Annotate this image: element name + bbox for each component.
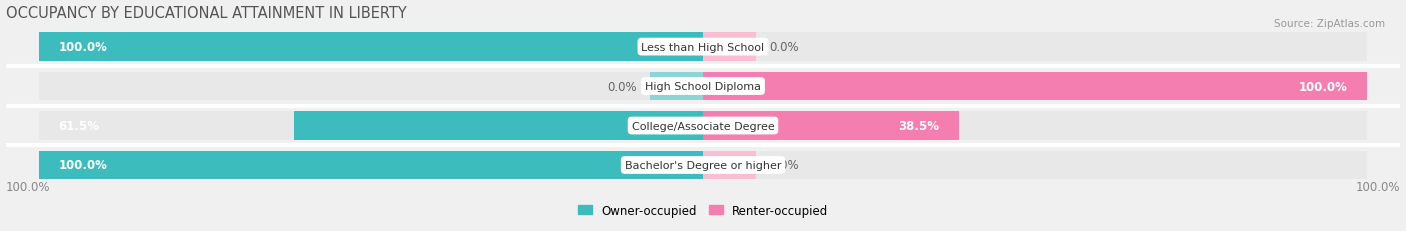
Text: 0.0%: 0.0% [769,159,799,172]
Text: High School Diploma: High School Diploma [645,82,761,92]
Bar [703,33,756,61]
Bar [703,73,1367,101]
Text: 38.5%: 38.5% [898,119,939,132]
Text: 61.5%: 61.5% [59,119,100,132]
Bar [703,151,1367,179]
Text: College/Associate Degree: College/Associate Degree [631,121,775,131]
Text: 100.0%: 100.0% [6,180,51,193]
Text: 0.0%: 0.0% [769,41,799,54]
Bar [703,151,756,179]
Text: Less than High School: Less than High School [641,43,765,52]
Text: Source: ZipAtlas.com: Source: ZipAtlas.com [1274,18,1385,28]
Bar [39,73,703,101]
Text: Bachelor's Degree or higher: Bachelor's Degree or higher [624,160,782,170]
Legend: Owner-occupied, Renter-occupied: Owner-occupied, Renter-occupied [572,199,834,221]
Bar [650,73,703,101]
Text: 100.0%: 100.0% [1355,180,1400,193]
Bar [703,112,959,140]
Bar [39,33,703,61]
Bar [703,73,1367,101]
Text: 100.0%: 100.0% [59,41,108,54]
Text: 100.0%: 100.0% [1298,80,1347,93]
Bar [703,33,1367,61]
Bar [294,112,703,140]
Text: OCCUPANCY BY EDUCATIONAL ATTAINMENT IN LIBERTY: OCCUPANCY BY EDUCATIONAL ATTAINMENT IN L… [6,6,406,21]
Bar [39,151,703,179]
Bar [39,112,703,140]
Text: 100.0%: 100.0% [59,159,108,172]
Bar [703,112,1367,140]
Text: 0.0%: 0.0% [607,80,637,93]
Bar [39,151,703,179]
Bar [39,33,703,61]
